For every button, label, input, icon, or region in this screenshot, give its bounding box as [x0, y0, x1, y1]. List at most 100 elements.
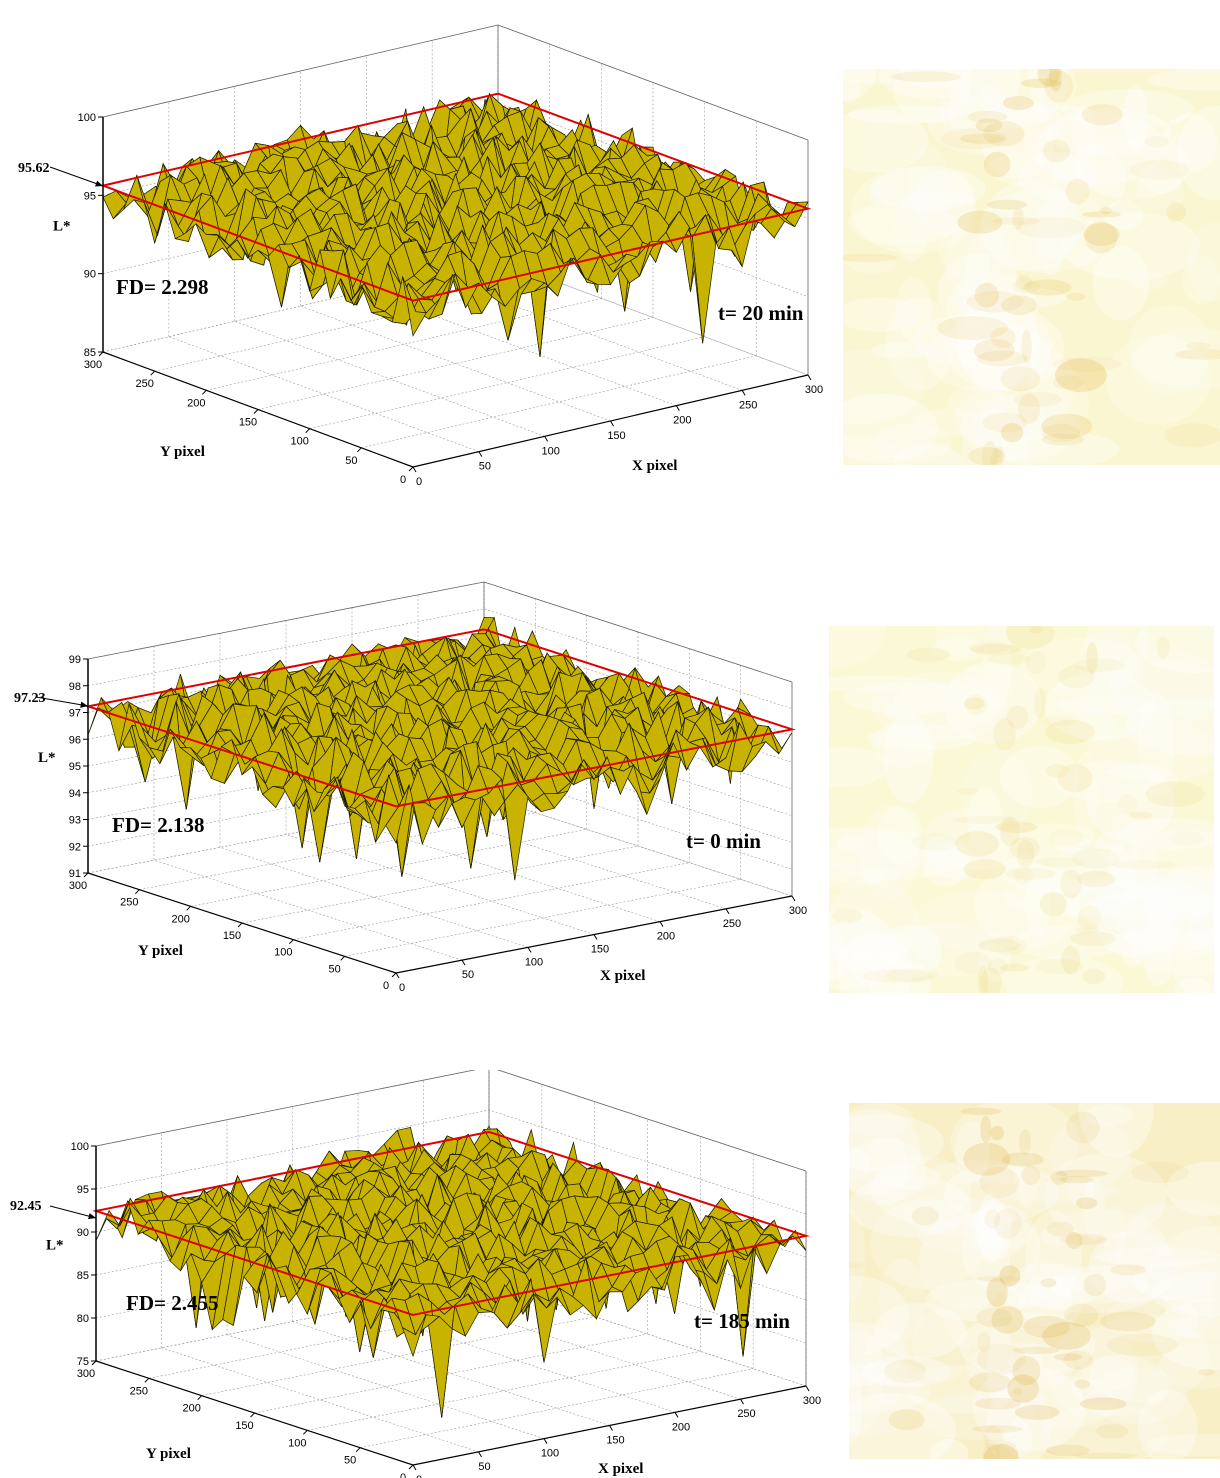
photo-stain: [1050, 1170, 1068, 1185]
photo-highlight: [1124, 699, 1214, 755]
photo-highlight: [1173, 976, 1213, 993]
y-tick-mark: [237, 922, 243, 928]
photo-highlight: [980, 97, 1055, 179]
photo-stain: [940, 128, 1008, 150]
photo-stain: [1083, 223, 1120, 246]
x-tick-label: 100: [541, 445, 559, 457]
x-tick-label: 0: [416, 1474, 422, 1478]
photo-stain: [1117, 793, 1137, 815]
time-label: t= 185 min: [694, 1309, 790, 1333]
surface-photo-image: [843, 69, 1220, 465]
photo-stain: [968, 1372, 1011, 1393]
photo-highlight: [1086, 867, 1214, 923]
photo-highlight: [1051, 144, 1127, 216]
x-tick-label: 250: [737, 1408, 755, 1420]
floor-grid-line: [168, 336, 479, 452]
mean-value-label: 97.23: [14, 691, 46, 706]
photo-highlight: [1066, 877, 1196, 900]
photo-highlight: [1105, 334, 1212, 425]
photo-stain: [1042, 715, 1079, 727]
z-axis-label: L*: [46, 1238, 64, 1254]
photo-highlight: [978, 187, 1113, 274]
photo-highlight: [1148, 1225, 1220, 1318]
z-tick-label: 100: [78, 112, 96, 124]
photo-stain: [1055, 1169, 1108, 1178]
photo-highlight: [1033, 1209, 1169, 1293]
photo-highlight: [1028, 69, 1070, 114]
photo-highlight: [1019, 363, 1089, 443]
photo-highlight: [837, 932, 914, 993]
x-tick-mark: [674, 1412, 679, 1418]
photo-highlight: [1074, 131, 1191, 200]
photo-highlight: [1004, 955, 1123, 993]
photo-highlight: [1069, 882, 1182, 939]
z-tick-label: 75: [77, 1356, 89, 1368]
photo-stain: [1005, 626, 1055, 649]
mean-value-label: 92.45: [10, 1199, 42, 1214]
y-tick-label: 250: [130, 1385, 148, 1397]
photo-highlight: [843, 681, 976, 714]
y-tick-mark: [340, 955, 346, 961]
photo-stain: [1029, 626, 1044, 634]
photo-highlight: [974, 862, 1081, 949]
photo-stain: [1013, 1346, 1060, 1355]
photo-stain: [1046, 1444, 1090, 1457]
photo-stain: [1033, 688, 1046, 719]
photo-highlight: [849, 1137, 927, 1204]
photo-stain: [1000, 423, 1024, 443]
photo-highlight: [1027, 350, 1074, 426]
photo-highlight: [1069, 707, 1115, 742]
photo-stain: [1072, 658, 1125, 672]
surface-photo: [849, 1103, 1220, 1459]
photo-highlight: [949, 286, 1067, 310]
photo-highlight: [1031, 201, 1078, 259]
z-tick-label: 95: [84, 190, 96, 202]
photo-stain: [995, 1441, 1019, 1459]
photo-highlight: [1032, 113, 1167, 185]
photo-highlight: [1048, 1118, 1132, 1188]
arrow-head: [95, 180, 103, 187]
surface-plot-2: 91 92 93 94 95 96 97 98 99 0 50 100 150 200 250 300 0 50 1…: [14, 581, 807, 994]
photo-highlight: [1044, 1153, 1168, 1239]
photo-stain: [1049, 69, 1063, 92]
photo-highlight: [898, 189, 972, 207]
photo-highlight: [950, 1103, 1080, 1184]
photo-highlight: [1122, 829, 1214, 908]
photo-highlight: [997, 848, 1132, 894]
photo-highlight: [858, 804, 921, 900]
y-tick-mark: [408, 1464, 414, 1470]
x-tick-mark: [395, 972, 400, 979]
photo-highlight: [849, 256, 896, 274]
photo-highlight: [843, 109, 929, 173]
mean-plane: [84, 628, 796, 808]
photo-stain: [1001, 295, 1037, 316]
y-tick-label: 200: [187, 397, 205, 409]
photo-highlight: [981, 180, 1082, 272]
photo-stain: [1129, 159, 1190, 180]
photo-stain: [1015, 216, 1086, 239]
mean-arrow: [49, 1205, 97, 1220]
photo-stain: [987, 958, 1009, 975]
floor-grid-line: [360, 1368, 754, 1448]
photo-highlight: [927, 93, 1064, 156]
x-tick-label: 300: [803, 1395, 821, 1407]
photo-highlight: [999, 745, 1080, 808]
photo-highlight: [1088, 1231, 1178, 1304]
x-tick-mark: [659, 921, 664, 927]
photo-highlight: [849, 1175, 972, 1237]
photo-highlight: [1172, 946, 1214, 993]
photo-highlight: [1114, 885, 1214, 953]
photo-stain: [987, 653, 1031, 665]
y-tick-label: 0: [383, 980, 389, 992]
photo-highlight: [868, 181, 898, 207]
photo-stain: [1065, 178, 1090, 205]
photo-highlight: [944, 1296, 1000, 1349]
photo-stain: [986, 1277, 1008, 1308]
y-tick-label: 150: [239, 417, 257, 429]
photo-highlight: [1044, 672, 1156, 741]
photo-highlight: [982, 626, 1012, 712]
z-tick-label: 90: [77, 1227, 89, 1239]
surface-facet: [402, 276, 427, 337]
y-tick-label: 300: [69, 880, 87, 892]
photo-highlight: [868, 952, 910, 993]
